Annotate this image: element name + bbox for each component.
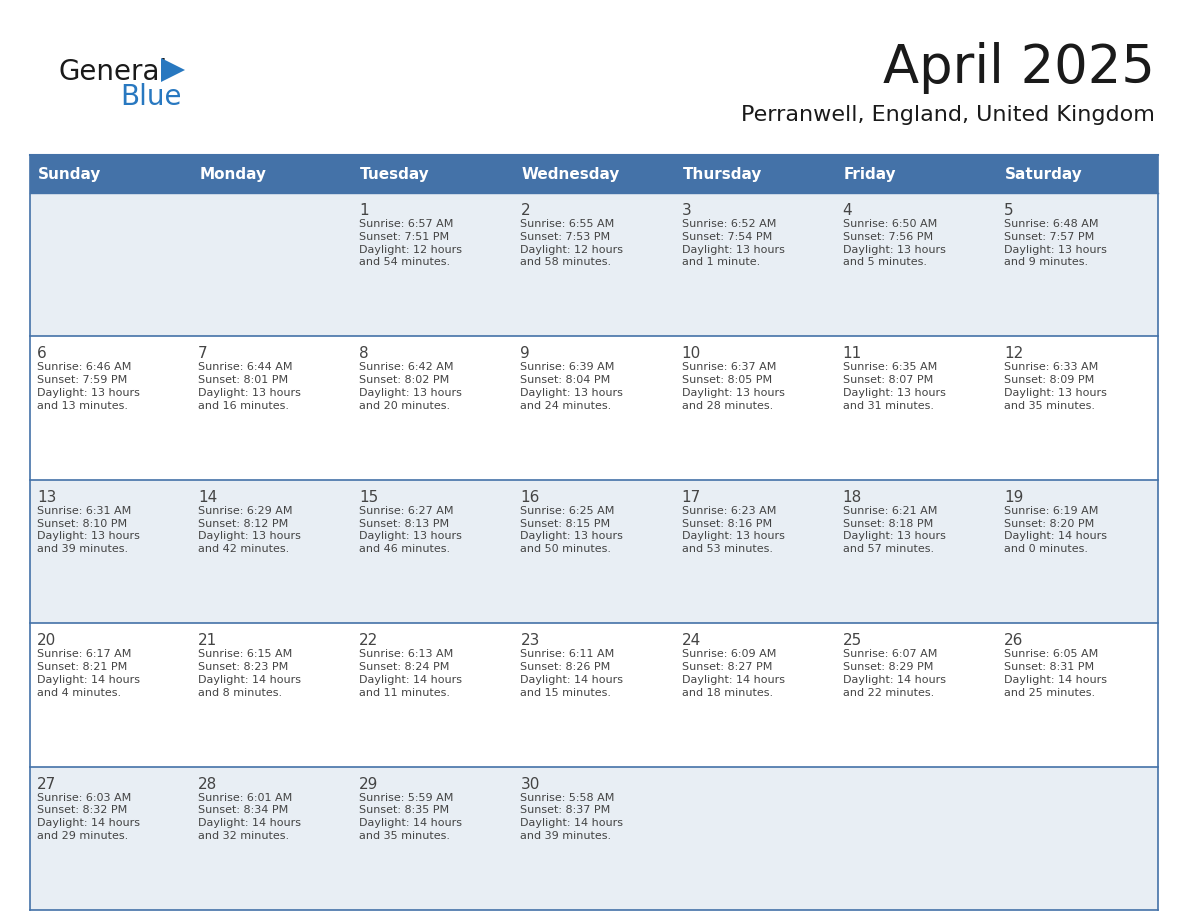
Text: 4: 4 [842, 203, 852, 218]
Text: 17: 17 [682, 490, 701, 505]
Text: Sunrise: 6:55 AM
Sunset: 7:53 PM
Daylight: 12 hours
and 58 minutes.: Sunrise: 6:55 AM Sunset: 7:53 PM Dayligh… [520, 219, 624, 267]
Text: Sunrise: 6:50 AM
Sunset: 7:56 PM
Daylight: 13 hours
and 5 minutes.: Sunrise: 6:50 AM Sunset: 7:56 PM Dayligh… [842, 219, 946, 267]
Text: Sunrise: 6:23 AM
Sunset: 8:16 PM
Daylight: 13 hours
and 53 minutes.: Sunrise: 6:23 AM Sunset: 8:16 PM Dayligh… [682, 506, 784, 554]
Text: 18: 18 [842, 490, 862, 505]
Text: 24: 24 [682, 633, 701, 648]
Text: Sunrise: 6:46 AM
Sunset: 7:59 PM
Daylight: 13 hours
and 13 minutes.: Sunrise: 6:46 AM Sunset: 7:59 PM Dayligh… [37, 363, 140, 410]
Text: Sunrise: 6:13 AM
Sunset: 8:24 PM
Daylight: 14 hours
and 11 minutes.: Sunrise: 6:13 AM Sunset: 8:24 PM Dayligh… [359, 649, 462, 698]
Text: 3: 3 [682, 203, 691, 218]
Text: Friday: Friday [843, 166, 896, 182]
Text: Sunrise: 6:01 AM
Sunset: 8:34 PM
Daylight: 14 hours
and 32 minutes.: Sunrise: 6:01 AM Sunset: 8:34 PM Dayligh… [198, 792, 301, 841]
Text: Sunrise: 6:15 AM
Sunset: 8:23 PM
Daylight: 14 hours
and 8 minutes.: Sunrise: 6:15 AM Sunset: 8:23 PM Dayligh… [198, 649, 301, 698]
Text: Sunrise: 6:52 AM
Sunset: 7:54 PM
Daylight: 13 hours
and 1 minute.: Sunrise: 6:52 AM Sunset: 7:54 PM Dayligh… [682, 219, 784, 267]
Text: Sunrise: 6:29 AM
Sunset: 8:12 PM
Daylight: 13 hours
and 42 minutes.: Sunrise: 6:29 AM Sunset: 8:12 PM Dayligh… [198, 506, 301, 554]
Text: 21: 21 [198, 633, 217, 648]
Text: Sunrise: 6:07 AM
Sunset: 8:29 PM
Daylight: 14 hours
and 22 minutes.: Sunrise: 6:07 AM Sunset: 8:29 PM Dayligh… [842, 649, 946, 698]
Text: 13: 13 [37, 490, 56, 505]
Text: 29: 29 [359, 777, 379, 791]
Text: General: General [58, 58, 168, 86]
Text: 2: 2 [520, 203, 530, 218]
Text: Sunrise: 5:59 AM
Sunset: 8:35 PM
Daylight: 14 hours
and 35 minutes.: Sunrise: 5:59 AM Sunset: 8:35 PM Dayligh… [359, 792, 462, 841]
Bar [30, 336, 1158, 480]
Text: 16: 16 [520, 490, 539, 505]
Text: 7: 7 [198, 346, 208, 362]
Text: Sunrise: 6:03 AM
Sunset: 8:32 PM
Daylight: 14 hours
and 29 minutes.: Sunrise: 6:03 AM Sunset: 8:32 PM Dayligh… [37, 792, 140, 841]
Text: 9: 9 [520, 346, 530, 362]
Bar [30, 480, 1158, 623]
Text: 11: 11 [842, 346, 862, 362]
Text: Sunday: Sunday [38, 166, 101, 182]
Text: Sunrise: 6:39 AM
Sunset: 8:04 PM
Daylight: 13 hours
and 24 minutes.: Sunrise: 6:39 AM Sunset: 8:04 PM Dayligh… [520, 363, 624, 410]
Text: 5: 5 [1004, 203, 1013, 218]
Text: 28: 28 [198, 777, 217, 791]
Text: Perranwell, England, United Kingdom: Perranwell, England, United Kingdom [741, 105, 1155, 125]
Text: 12: 12 [1004, 346, 1023, 362]
Text: Sunrise: 6:11 AM
Sunset: 8:26 PM
Daylight: 14 hours
and 15 minutes.: Sunrise: 6:11 AM Sunset: 8:26 PM Dayligh… [520, 649, 624, 698]
Text: 30: 30 [520, 777, 539, 791]
Text: April 2025: April 2025 [883, 42, 1155, 94]
Text: Sunrise: 6:09 AM
Sunset: 8:27 PM
Daylight: 14 hours
and 18 minutes.: Sunrise: 6:09 AM Sunset: 8:27 PM Dayligh… [682, 649, 784, 698]
Bar [30, 623, 1158, 767]
Text: Sunrise: 6:21 AM
Sunset: 8:18 PM
Daylight: 13 hours
and 57 minutes.: Sunrise: 6:21 AM Sunset: 8:18 PM Dayligh… [842, 506, 946, 554]
Text: 27: 27 [37, 777, 56, 791]
Text: Sunrise: 6:42 AM
Sunset: 8:02 PM
Daylight: 13 hours
and 20 minutes.: Sunrise: 6:42 AM Sunset: 8:02 PM Dayligh… [359, 363, 462, 410]
Text: 22: 22 [359, 633, 379, 648]
Text: Thursday: Thursday [683, 166, 762, 182]
Polygon shape [162, 58, 185, 82]
Text: Sunrise: 6:19 AM
Sunset: 8:20 PM
Daylight: 14 hours
and 0 minutes.: Sunrise: 6:19 AM Sunset: 8:20 PM Dayligh… [1004, 506, 1107, 554]
Text: Sunrise: 6:57 AM
Sunset: 7:51 PM
Daylight: 12 hours
and 54 minutes.: Sunrise: 6:57 AM Sunset: 7:51 PM Dayligh… [359, 219, 462, 267]
Text: Sunrise: 6:35 AM
Sunset: 8:07 PM
Daylight: 13 hours
and 31 minutes.: Sunrise: 6:35 AM Sunset: 8:07 PM Dayligh… [842, 363, 946, 410]
Text: 1: 1 [359, 203, 369, 218]
Text: Sunrise: 6:25 AM
Sunset: 8:15 PM
Daylight: 13 hours
and 50 minutes.: Sunrise: 6:25 AM Sunset: 8:15 PM Dayligh… [520, 506, 624, 554]
Text: Sunrise: 6:31 AM
Sunset: 8:10 PM
Daylight: 13 hours
and 39 minutes.: Sunrise: 6:31 AM Sunset: 8:10 PM Dayligh… [37, 506, 140, 554]
Text: 26: 26 [1004, 633, 1023, 648]
Text: 10: 10 [682, 346, 701, 362]
Bar [30, 193, 1158, 336]
Text: Blue: Blue [120, 83, 182, 111]
Text: 6: 6 [37, 346, 46, 362]
Text: Sunrise: 6:27 AM
Sunset: 8:13 PM
Daylight: 13 hours
and 46 minutes.: Sunrise: 6:27 AM Sunset: 8:13 PM Dayligh… [359, 506, 462, 554]
Bar [30, 767, 1158, 910]
Text: Sunrise: 6:17 AM
Sunset: 8:21 PM
Daylight: 14 hours
and 4 minutes.: Sunrise: 6:17 AM Sunset: 8:21 PM Dayligh… [37, 649, 140, 698]
Text: 19: 19 [1004, 490, 1023, 505]
Text: 8: 8 [359, 346, 369, 362]
Text: 15: 15 [359, 490, 379, 505]
Text: 14: 14 [198, 490, 217, 505]
Text: Sunrise: 6:05 AM
Sunset: 8:31 PM
Daylight: 14 hours
and 25 minutes.: Sunrise: 6:05 AM Sunset: 8:31 PM Dayligh… [1004, 649, 1107, 698]
Text: Tuesday: Tuesday [360, 166, 430, 182]
Bar [30, 155, 1158, 193]
Text: 25: 25 [842, 633, 862, 648]
Text: Monday: Monday [200, 166, 266, 182]
Text: Wednesday: Wednesday [522, 166, 620, 182]
Text: 23: 23 [520, 633, 539, 648]
Text: Sunrise: 6:44 AM
Sunset: 8:01 PM
Daylight: 13 hours
and 16 minutes.: Sunrise: 6:44 AM Sunset: 8:01 PM Dayligh… [198, 363, 301, 410]
Text: Sunrise: 6:33 AM
Sunset: 8:09 PM
Daylight: 13 hours
and 35 minutes.: Sunrise: 6:33 AM Sunset: 8:09 PM Dayligh… [1004, 363, 1107, 410]
Text: 20: 20 [37, 633, 56, 648]
Text: Saturday: Saturday [1005, 166, 1082, 182]
Text: Sunrise: 5:58 AM
Sunset: 8:37 PM
Daylight: 14 hours
and 39 minutes.: Sunrise: 5:58 AM Sunset: 8:37 PM Dayligh… [520, 792, 624, 841]
Text: Sunrise: 6:48 AM
Sunset: 7:57 PM
Daylight: 13 hours
and 9 minutes.: Sunrise: 6:48 AM Sunset: 7:57 PM Dayligh… [1004, 219, 1107, 267]
Text: Sunrise: 6:37 AM
Sunset: 8:05 PM
Daylight: 13 hours
and 28 minutes.: Sunrise: 6:37 AM Sunset: 8:05 PM Dayligh… [682, 363, 784, 410]
